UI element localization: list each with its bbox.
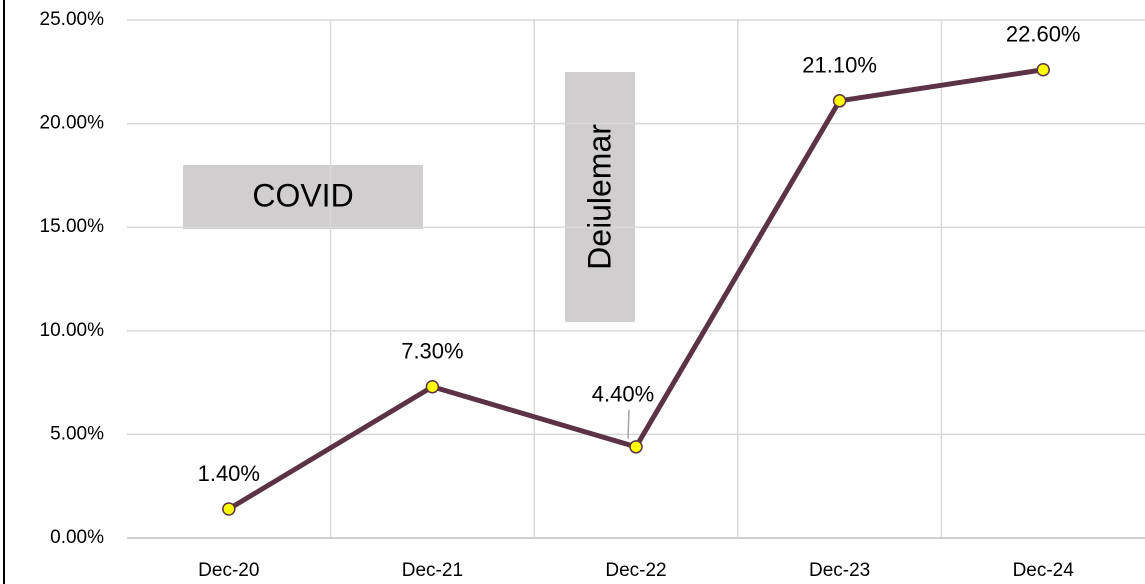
- y-tick-label: 25.00%: [40, 9, 105, 30]
- annotation-box: [565, 72, 635, 322]
- x-tick-label: Dec-20: [198, 560, 259, 581]
- data-label: 4.40%: [592, 382, 654, 407]
- marker: [222, 502, 236, 516]
- annotation: COVID: [252, 177, 353, 213]
- leader-line: [627, 409, 630, 439]
- y-tick-label: 15.00%: [40, 216, 105, 237]
- data-label: 7.30%: [401, 339, 463, 364]
- annotation: Deiulemar: [581, 124, 617, 270]
- marker: [1036, 62, 1050, 77]
- x-tick-label: Dec-22: [605, 560, 666, 581]
- y-tick-label: 10.00%: [40, 320, 105, 341]
- data-label: 1.40%: [198, 461, 260, 486]
- y-tick-label: 5.00%: [50, 423, 104, 444]
- x-tick-label: Dec-23: [809, 560, 870, 581]
- marker: [832, 94, 847, 108]
- data-label: 22.60%: [1006, 22, 1081, 47]
- x-tick-label: Dec-24: [1013, 560, 1075, 581]
- marker: [425, 379, 440, 394]
- data-label: 21.10%: [802, 53, 877, 78]
- y-tick-label: 0.00%: [50, 527, 104, 548]
- y-tick-label: 20.00%: [40, 113, 105, 134]
- marker: [629, 440, 643, 454]
- annotation-box: [183, 165, 423, 229]
- x-tick-label: Dec-21: [402, 560, 463, 581]
